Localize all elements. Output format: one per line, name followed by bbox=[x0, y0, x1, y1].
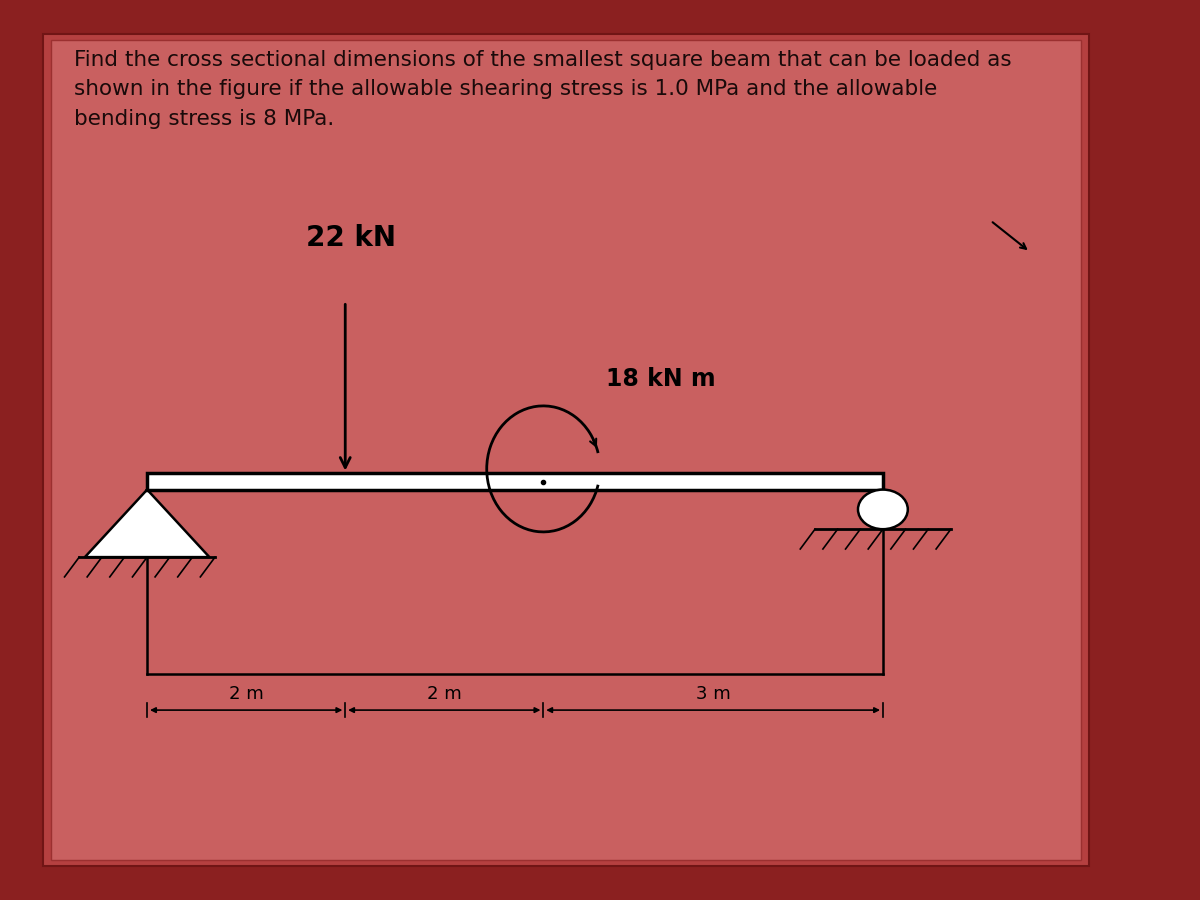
Bar bbox=[148, 473, 883, 490]
FancyBboxPatch shape bbox=[43, 34, 1088, 866]
Text: 3 m: 3 m bbox=[696, 685, 731, 703]
Text: 2 m: 2 m bbox=[229, 685, 264, 703]
Polygon shape bbox=[85, 490, 210, 557]
Text: Find the cross sectional dimensions of the smallest square beam that can be load: Find the cross sectional dimensions of t… bbox=[73, 50, 1012, 129]
Text: 22 kN: 22 kN bbox=[306, 224, 396, 252]
FancyBboxPatch shape bbox=[50, 40, 1081, 859]
Text: 2 m: 2 m bbox=[427, 685, 462, 703]
Text: 18 kN m: 18 kN m bbox=[606, 367, 715, 392]
Circle shape bbox=[858, 490, 908, 529]
